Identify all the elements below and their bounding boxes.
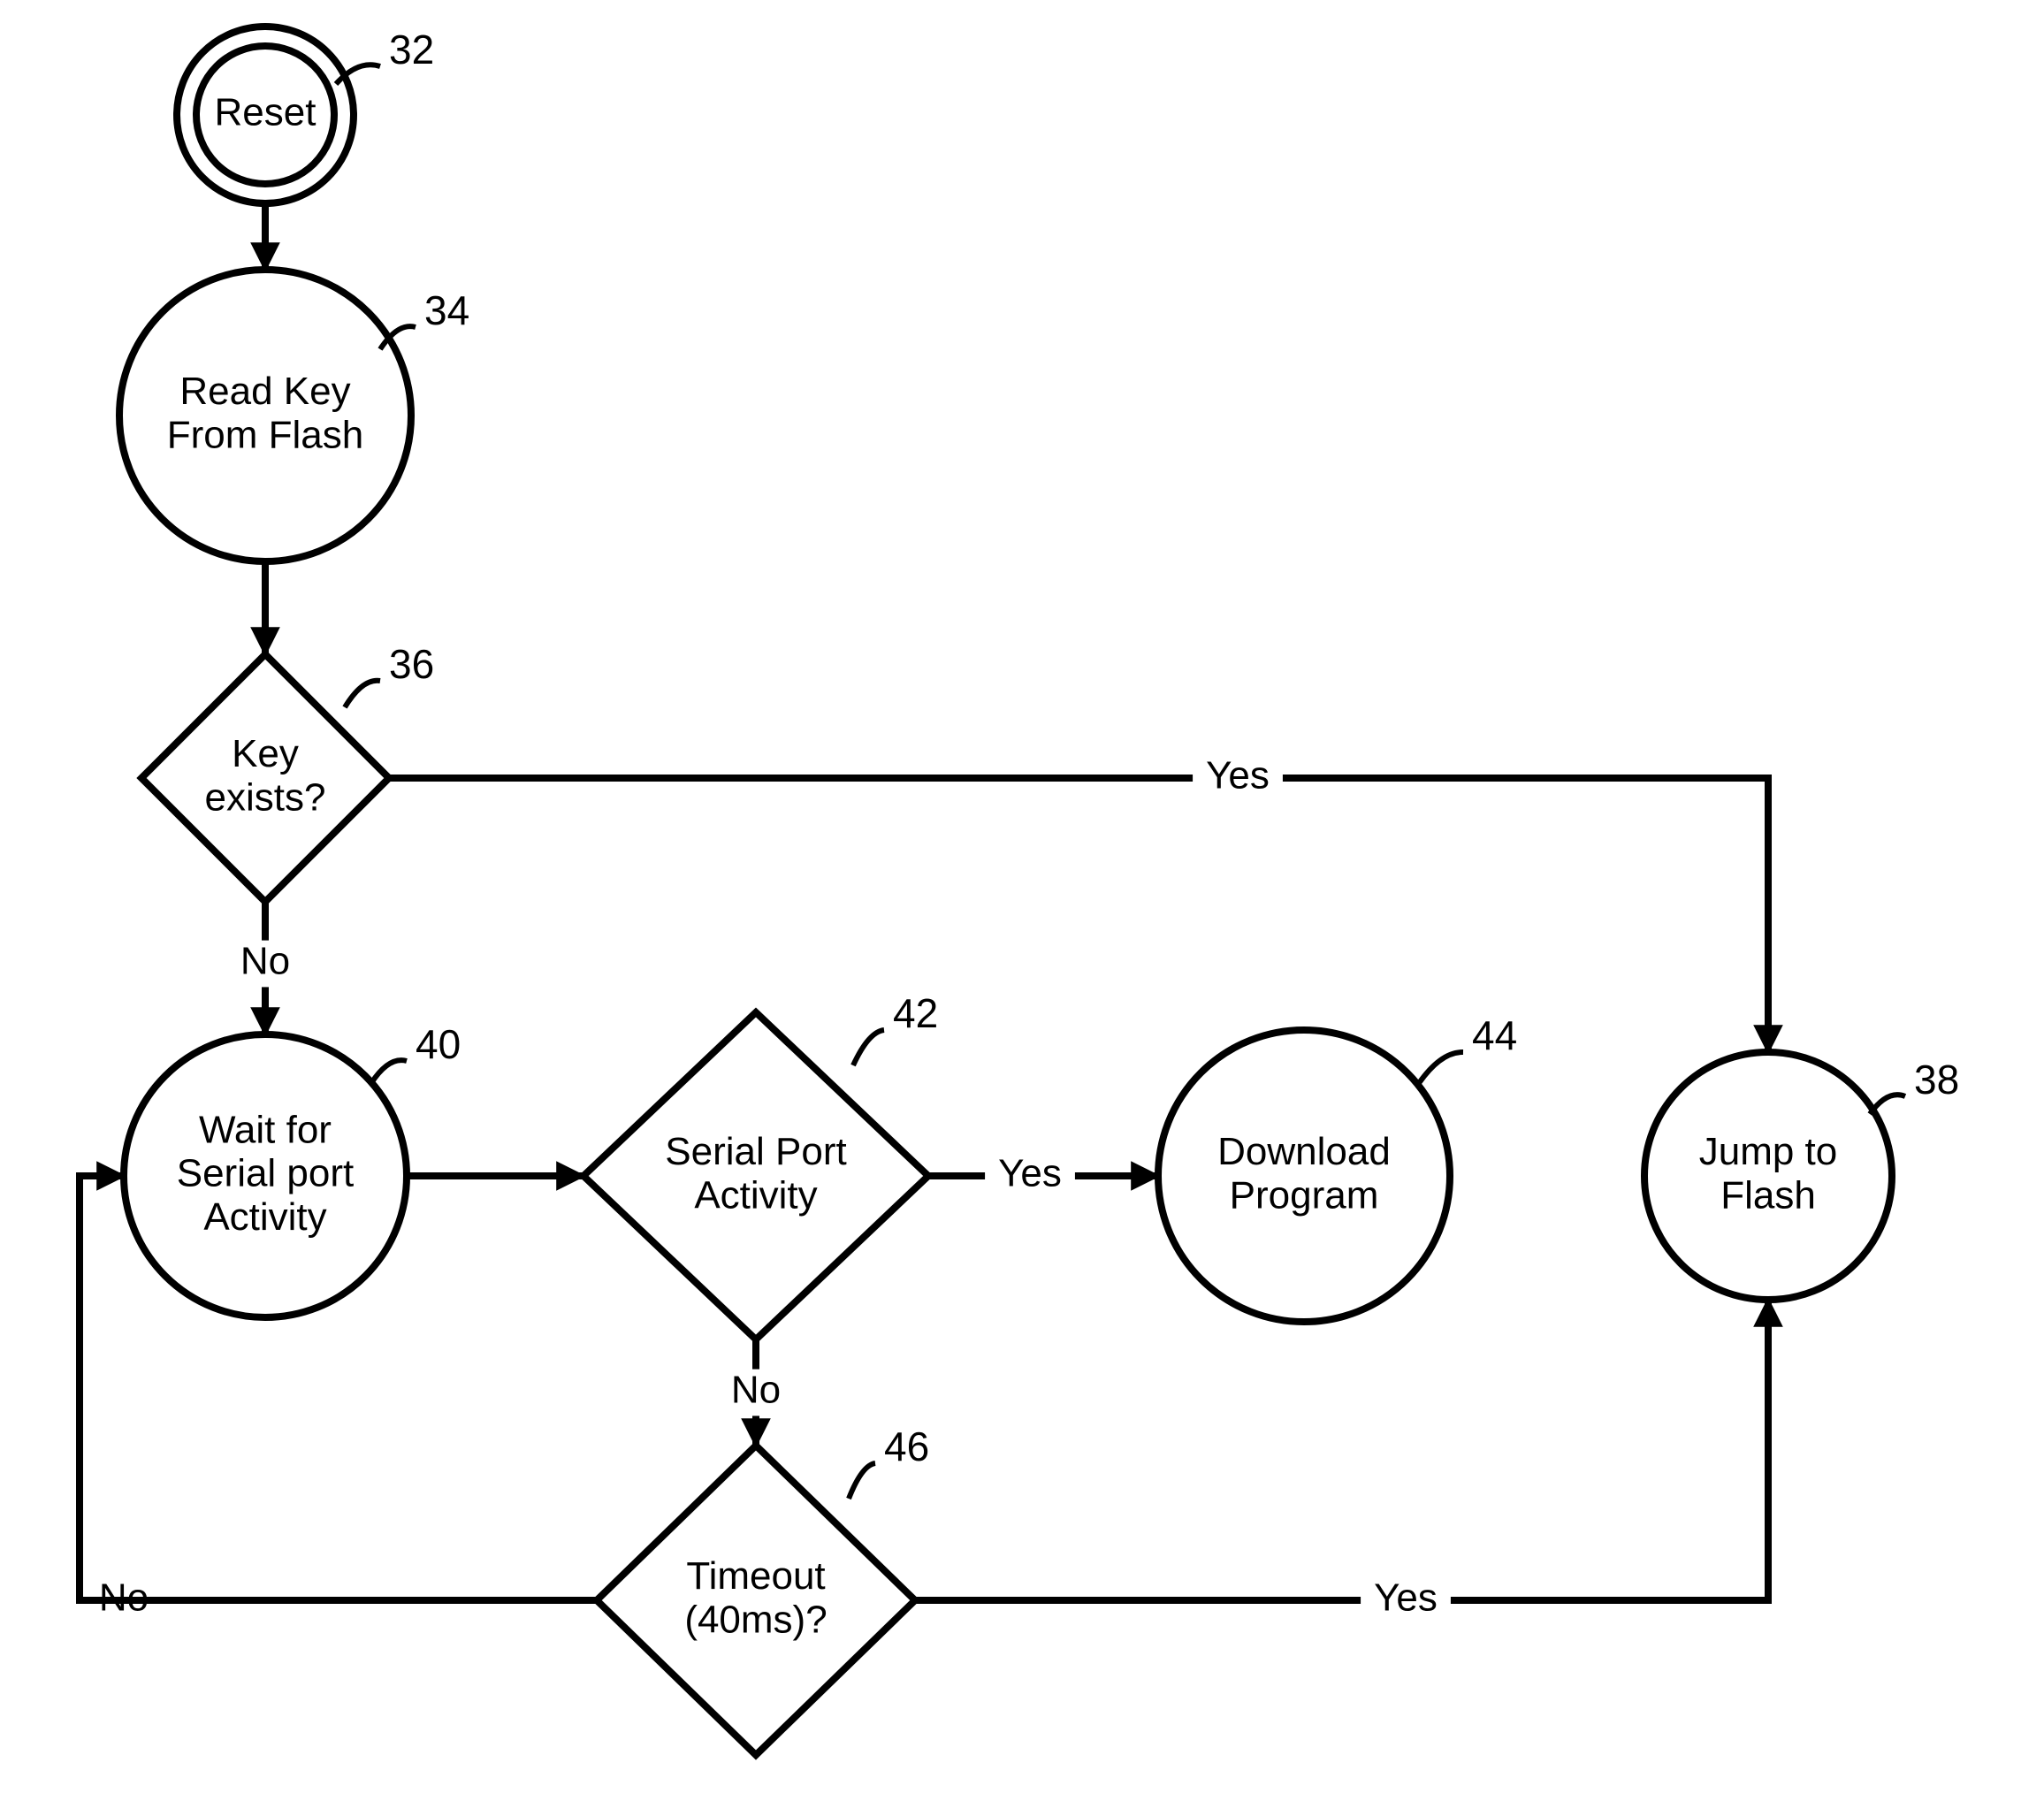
node-jump-line1: Flash <box>1720 1173 1816 1217</box>
node-wait: Wait forSerial portActivity 40 <box>124 1021 461 1317</box>
node-jump-line0: Jump to <box>1699 1130 1838 1173</box>
keyexists-yes-label: Yes <box>1206 754 1270 797</box>
node-download-line0: Download <box>1217 1130 1391 1173</box>
node-keyexists: Keyexists? 36 <box>141 641 434 902</box>
node-serialport-ref: 42 <box>893 990 938 1036</box>
serialport-no-label: No <box>731 1369 781 1412</box>
node-download: DownloadProgram 44 <box>1158 1012 1517 1322</box>
node-download-ref: 44 <box>1472 1012 1517 1058</box>
keyexists-no-label: No <box>240 940 290 983</box>
node-serialport: Serial PortActivity 42 <box>583 990 938 1339</box>
node-reset-line0: Reset <box>215 91 317 134</box>
serialport-yes-label: Yes <box>998 1152 1062 1195</box>
node-keyexists-line0: Key <box>232 732 299 775</box>
node-serialport-line1: Activity <box>694 1173 817 1217</box>
node-wait-line1: Serial port <box>177 1152 355 1195</box>
node-wait-ref: 40 <box>416 1021 461 1067</box>
node-jump-ref: 38 <box>1914 1057 1959 1103</box>
node-keyexists-ref: 36 <box>389 641 434 687</box>
nodes-layer: Reset 32 Read KeyFrom Flash 34 Keyexists? 36 W… <box>119 27 1959 1755</box>
node-wait-line0: Wait for <box>199 1108 332 1151</box>
node-reset: Reset 32 <box>177 27 434 203</box>
node-jump: Jump toFlash 38 <box>1644 1052 1959 1300</box>
timeout-no-label: No <box>99 1576 149 1620</box>
node-timeout: Timeout(40ms)? 46 <box>597 1423 929 1755</box>
node-readkey-line1: From Flash <box>167 413 363 456</box>
node-timeout-line0: Timeout <box>686 1554 825 1598</box>
node-serialport-line0: Serial Port <box>665 1130 846 1173</box>
node-readkey-ref: 34 <box>424 287 469 333</box>
node-reset-ref: 32 <box>389 27 434 72</box>
node-readkey: Read KeyFrom Flash 34 <box>119 270 469 561</box>
node-download-line1: Program <box>1230 1173 1379 1217</box>
node-timeout-line1: (40ms)? <box>684 1598 827 1641</box>
node-wait-line2: Activity <box>203 1195 326 1239</box>
node-readkey-line0: Read Key <box>179 370 350 413</box>
node-keyexists-line1: exists? <box>205 775 326 819</box>
timeout-yes <box>915 1300 1768 1600</box>
node-timeout-ref: 46 <box>884 1423 929 1469</box>
keyexists-yes <box>389 778 1768 1052</box>
timeout-yes-label: Yes <box>1374 1576 1438 1620</box>
